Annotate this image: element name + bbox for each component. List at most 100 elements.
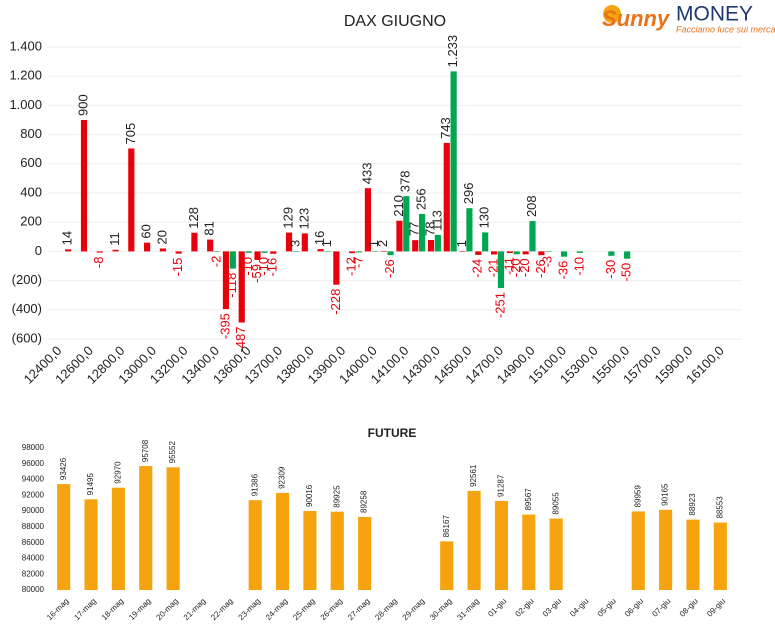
data-label: -251	[492, 292, 507, 318]
data-label: -50	[619, 263, 634, 282]
y-tick-label: 400	[20, 184, 42, 199]
bar	[513, 251, 520, 255]
data-label: 11	[107, 232, 122, 246]
bar	[624, 251, 631, 259]
data-label: 705	[123, 123, 138, 145]
bar	[254, 251, 261, 261]
data-label: 113	[429, 210, 444, 231]
bar	[166, 467, 180, 590]
x-tick-label: 07-giu	[650, 597, 672, 619]
bar	[275, 492, 290, 590]
bar	[229, 251, 236, 269]
y-tick-label: 80000	[22, 585, 45, 594]
data-label: 1.233	[445, 35, 460, 68]
y-tick-label: 98000	[22, 443, 45, 452]
data-label: 91386	[250, 473, 259, 496]
bar	[317, 249, 324, 252]
bar	[491, 251, 498, 255]
data-label: -20	[517, 258, 532, 277]
data-label: 89258	[360, 490, 369, 513]
data-label: -16	[265, 258, 280, 277]
y-tick-label: 1.200	[9, 68, 42, 83]
bar	[207, 239, 214, 252]
y-tick-label: 96000	[22, 459, 45, 468]
logo-brand: MONEY	[676, 3, 753, 26]
data-label: -118	[224, 273, 239, 298]
bar	[96, 251, 103, 253]
data-label: 900	[75, 94, 90, 116]
x-tick-label: 22-mag	[209, 597, 235, 623]
bar	[396, 220, 403, 252]
y-tick-label: (400)	[12, 301, 42, 316]
logo-sun	[603, 5, 621, 23]
bar	[245, 251, 252, 253]
data-label: -11	[501, 257, 516, 275]
data-label: -24	[470, 259, 485, 278]
bar	[358, 516, 372, 590]
data-label: 14	[60, 231, 75, 245]
data-label: 129	[280, 207, 295, 229]
bar	[443, 142, 450, 252]
data-label: 378	[398, 171, 413, 193]
bar	[427, 240, 435, 252]
y-tick-label: 86000	[22, 538, 45, 547]
data-label: 92970	[114, 461, 123, 484]
bar	[659, 509, 673, 590]
bar	[175, 251, 182, 254]
data-label: 60	[139, 224, 154, 238]
bar	[403, 196, 410, 252]
x-tick-label: 16-mag	[45, 597, 71, 623]
bar	[608, 251, 615, 256]
y-tick-label: 600	[20, 155, 42, 170]
bar	[303, 510, 317, 590]
data-label: 89567	[524, 488, 533, 511]
bar	[248, 500, 262, 590]
bar	[538, 251, 545, 256]
x-tick-label: 23-mag	[237, 597, 263, 623]
data-label: 16	[312, 231, 327, 245]
data-label: -15	[170, 258, 185, 277]
data-label: 1	[319, 240, 334, 247]
y-tick-label: 1.000	[9, 97, 42, 112]
bar	[112, 249, 119, 252]
data-label: 91287	[497, 474, 506, 497]
x-tick-label: 19-mag	[127, 597, 153, 623]
data-label: 2	[375, 240, 390, 247]
data-label: 1	[366, 240, 381, 247]
bar	[57, 484, 71, 590]
data-label: 20	[154, 230, 169, 244]
bar	[330, 511, 344, 590]
x-tick-label: 06-giu	[623, 597, 645, 619]
x-tick-label: 27-mag	[346, 597, 372, 623]
y-tick-label: 82000	[22, 569, 45, 578]
bar	[560, 251, 568, 257]
data-label: 210	[391, 195, 406, 217]
chart-title: DAX GIUGNO	[344, 13, 446, 30]
bar	[84, 499, 98, 590]
bar	[139, 466, 153, 590]
bar	[686, 519, 700, 590]
data-label: 89925	[332, 485, 341, 508]
data-label: -2	[208, 256, 223, 268]
bar	[65, 249, 72, 252]
y-tick-label: (600)	[12, 330, 42, 345]
bar	[364, 188, 371, 252]
bar	[80, 120, 88, 252]
bar	[285, 232, 293, 252]
x-tick-label: 05-giu	[596, 597, 618, 619]
bar	[292, 250, 299, 252]
data-label: -12	[344, 257, 359, 276]
y-tick-label: 88000	[22, 522, 45, 531]
bar	[419, 214, 426, 252]
y-tick-label: 200	[20, 214, 42, 229]
bar	[459, 251, 466, 252]
x-tick-label: 30-mag	[428, 597, 454, 623]
data-label: -59	[249, 264, 264, 283]
x-tick-label: 01-giu	[486, 597, 508, 619]
x-tick-label: 31-mag	[455, 597, 481, 623]
x-tick-label: 08-giu	[678, 597, 700, 619]
data-label: -21	[486, 258, 501, 277]
bar	[713, 522, 727, 590]
bar	[333, 251, 340, 285]
